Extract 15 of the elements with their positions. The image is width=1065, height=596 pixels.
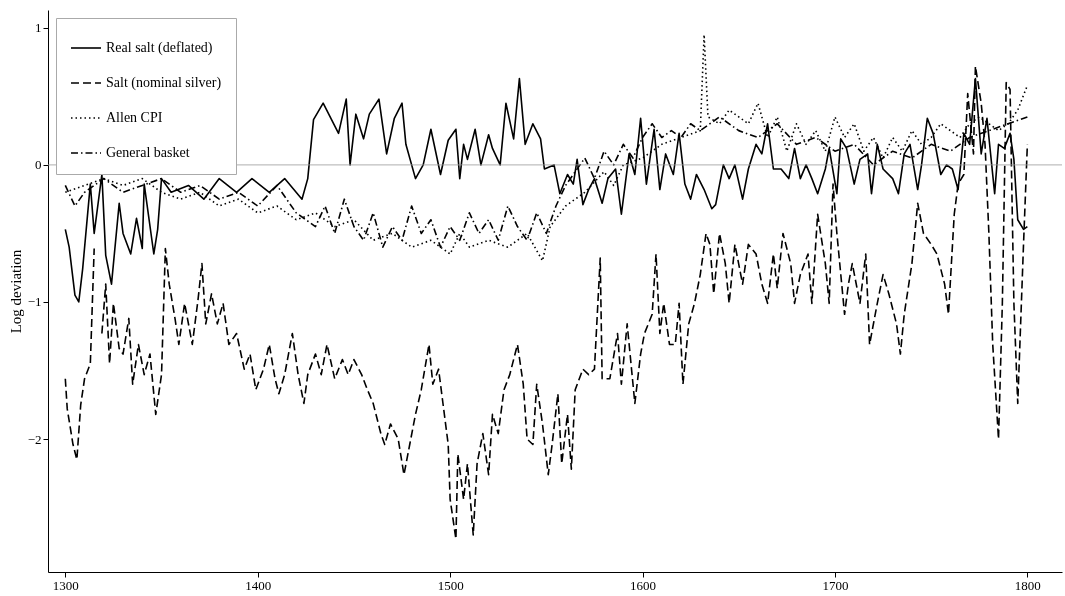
legend-label: Allen CPI [106,110,163,125]
y-tick-label: −1 [27,294,42,310]
y-tick-label: −2 [27,431,42,447]
x-tick-label: 1300 [52,577,79,593]
y-tick-label: 0 [35,157,42,173]
legend-label: General basket [106,145,190,160]
legend-label: Salt (nominal silver) [106,75,222,91]
x-tick-label: 1500 [437,577,464,593]
y-axis-title: Log deviation [7,249,24,334]
y-tick-label: 1 [35,20,42,36]
x-tick-label: 1600 [630,577,657,593]
x-tick-label: 1800 [1014,577,1041,593]
x-tick-label: 1700 [822,577,849,593]
x-tick-label: 1400 [245,577,272,593]
legend-label: Real salt (deflated) [106,40,213,56]
